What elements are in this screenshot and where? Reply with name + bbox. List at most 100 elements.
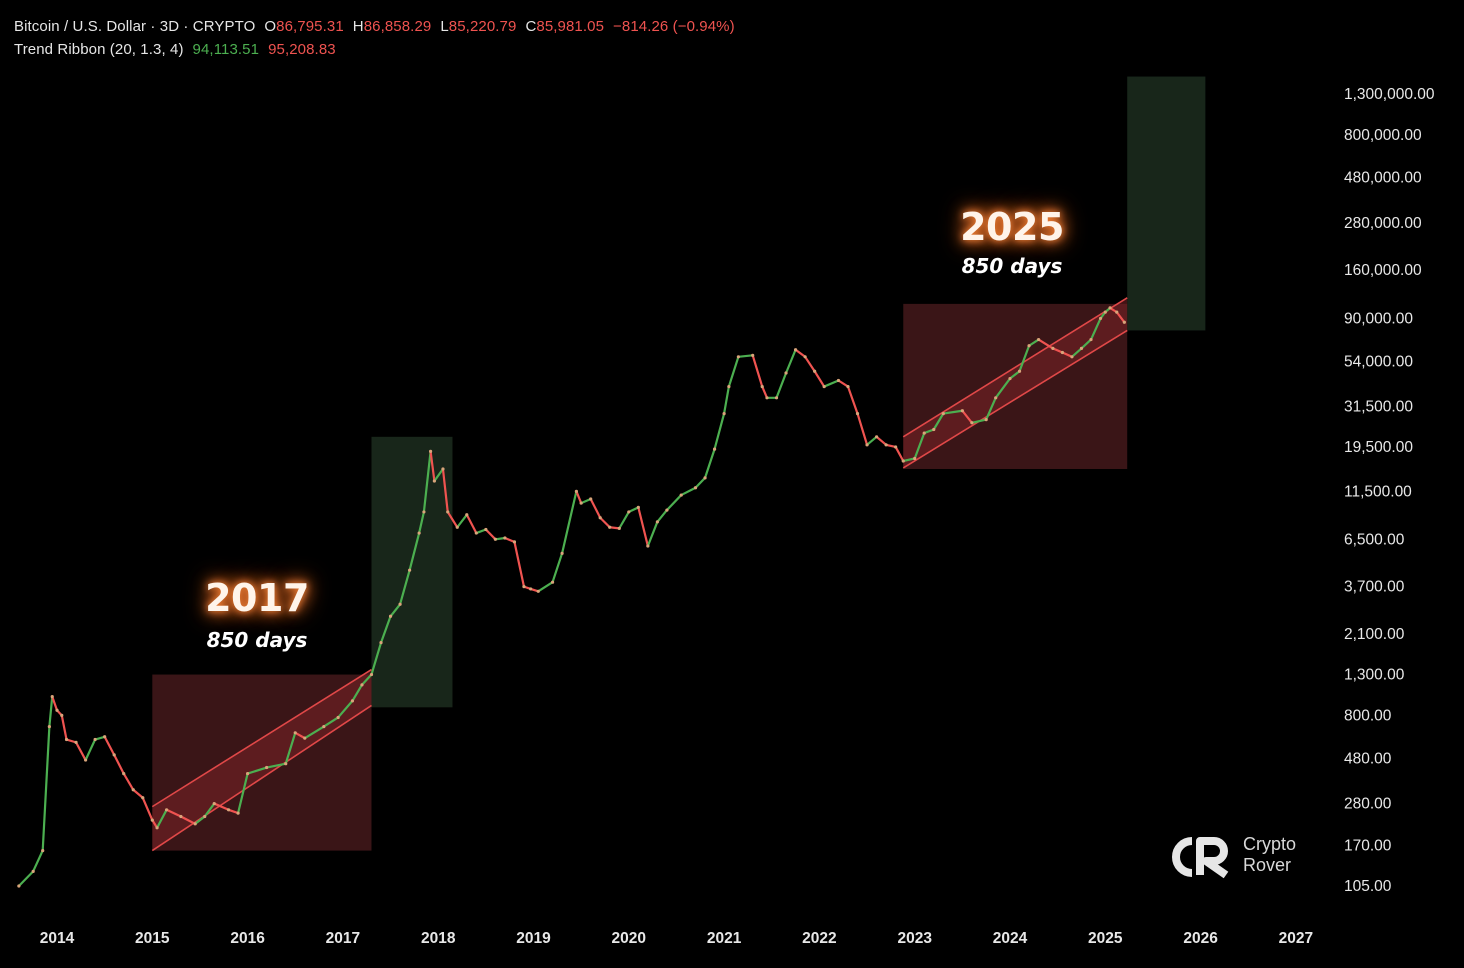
x-tick-label: 2016 [230,930,265,947]
price-point [31,869,35,873]
channel-fill-2 [903,297,1128,468]
price-segment [1115,311,1126,324]
price-segment [680,486,697,497]
close-value: 85,981.05 [536,18,605,35]
price-point [398,602,402,606]
price-segment [456,513,468,529]
y-tick-label: 800.00 [1344,707,1392,724]
price-segment [422,450,432,514]
indicator-legend: Trend Ribbon (20, 1.3, 4) 94,113.51 95,208… [14,41,336,58]
price-segment [589,497,602,519]
symbol-title: Bitcoin / U.S. Dollar · 3D · CRYPTO [14,18,256,35]
price-point [922,431,926,435]
price-point [679,493,683,497]
price-point [1103,310,1107,314]
price-segment [575,490,583,505]
price-point [1089,337,1093,342]
price-point [155,826,159,830]
price-segment [875,435,888,446]
price-point [1070,355,1074,359]
price-segment [913,431,926,460]
high-key: H [352,18,364,35]
price-segment [337,699,354,719]
price-segment [227,808,240,815]
price-segment [665,493,683,512]
open-value: 86,795.31 [276,18,344,35]
price-point [994,396,998,400]
price-point [529,587,533,591]
price-point [608,525,612,529]
price-point [855,411,860,416]
price-point [226,808,231,812]
price-segment [932,412,945,431]
price-point [422,510,426,514]
price-point [751,353,755,357]
price-point [103,735,107,739]
price-point [598,516,602,520]
price-segment [985,396,997,421]
price-point [560,551,564,555]
price-point [646,544,650,548]
price-point [360,683,364,687]
price-segment [441,467,449,514]
price-segment [823,379,840,388]
brand-line-1: Crypto [1243,834,1297,854]
price-point [74,740,78,744]
price-point [432,479,436,483]
price-point [655,520,659,524]
price-segment [637,506,649,548]
price-point [164,808,169,812]
x-tick-label: 2018 [421,930,456,947]
price-segment [1070,347,1083,358]
price-segment [494,536,507,541]
price-point [784,371,788,375]
price-segment [74,741,87,762]
x-tick-label: 2027 [1279,930,1313,947]
price-segment [813,370,826,388]
price-segment [627,506,640,514]
price-point [212,801,216,806]
trend-channels [151,297,1128,852]
price-point [793,348,798,352]
price-segment [846,385,859,415]
price-segment [503,536,516,544]
price-segment [837,379,850,388]
x-tick-label: 2024 [993,930,1028,947]
price-point [901,459,905,463]
price-segment [656,508,669,523]
price-point [1017,369,1022,373]
y-tick-label: 480.00 [1344,750,1392,767]
price-segment [41,725,51,852]
x-tick-label: 2021 [707,930,742,947]
y-tick-label: 1,300,000.00 [1344,86,1435,103]
x-axis: 2014 2015 2016 2017 2018 2019 2020 2021 2022 2023… [40,930,1313,947]
price-point [236,811,240,815]
price-point [765,396,769,400]
price-segment [48,695,54,728]
price-segment [560,490,578,555]
y-tick-label: 19,500.00 [1344,439,1413,456]
price-point [970,421,974,425]
y-tick-label: 170.00 [1344,838,1392,855]
price-point [322,724,326,729]
price-segment [194,815,206,825]
channel-fill-1 [152,669,372,851]
price-point [83,758,88,762]
x-tick-label: 2015 [135,930,170,947]
price-point [722,411,726,416]
cycle-1-year-label: 2017 [205,576,309,620]
price-point [388,614,393,618]
price-point [774,396,779,400]
indicator-title[interactable]: Trend Ribbon (20, 1.3, 4) [14,41,184,58]
price-segment [433,467,445,483]
price-segment [970,418,988,424]
price-segment [775,371,788,399]
channel-upper-line-2 [902,297,1128,438]
price-point [1098,316,1103,321]
price-point [1027,344,1031,348]
price-segment [65,738,78,744]
price-segment [379,615,392,644]
price-point [408,568,412,572]
price-segment [446,510,459,529]
